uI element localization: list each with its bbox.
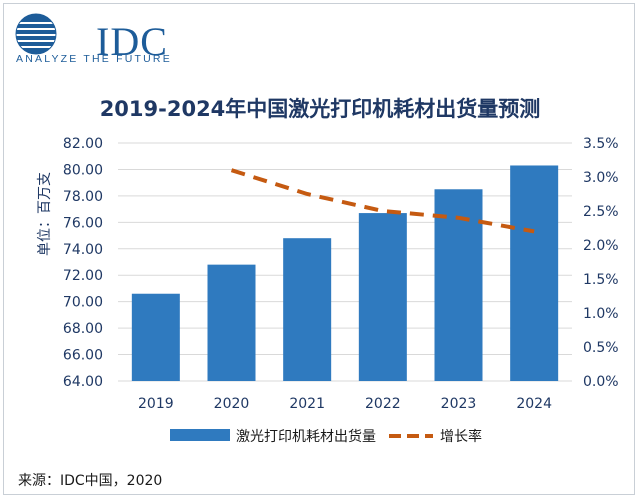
logo-text: IDC <box>96 19 168 64</box>
chart-title: 2019-2024年中国激光打印机耗材出货量预测 <box>99 97 541 121</box>
legend: 激光打印机耗材出货量 增长率 <box>0 426 640 446</box>
y-tick-label: 74.00 <box>63 242 103 258</box>
logo-tagline: ANALYZE THE FUTURE <box>16 53 172 65</box>
bar-2019 <box>131 293 180 381</box>
y-tick-label: 64.00 <box>63 374 103 390</box>
legend-bar-label: 激光打印机耗材出货量 <box>236 429 376 445</box>
bar-2022 <box>358 213 407 381</box>
bar-2020 <box>207 264 256 381</box>
y-tick-label: 82.00 <box>63 136 103 152</box>
x-tick-label: 2024 <box>516 396 552 412</box>
x-tick-label: 2020 <box>214 396 250 412</box>
y2-tick-label: 1.5% <box>583 272 619 288</box>
y-tick-label: 76.00 <box>63 215 103 231</box>
x-tick-label: 2019 <box>138 396 174 412</box>
growth-rate-line <box>230 168 535 234</box>
y-tick-label: 68.00 <box>63 321 103 337</box>
y2-tick-label: 0.5% <box>583 340 619 356</box>
legend-bar-swatch <box>170 429 230 441</box>
x-tick-label: 2021 <box>289 396 325 412</box>
y2-tick-label: 1.0% <box>583 306 619 322</box>
legend-line-swatch <box>389 434 433 438</box>
bar-2024 <box>510 165 559 381</box>
chart-frame <box>3 3 635 495</box>
y-tick-label: 70.00 <box>63 295 103 311</box>
idc-logo: IDC <box>14 12 174 68</box>
y2-tick-label: 2.0% <box>583 238 619 254</box>
legend-line-label: 增长率 <box>440 429 482 445</box>
bar-2021 <box>283 238 332 381</box>
source-note: 来源：IDC中国，2020 <box>18 473 163 489</box>
y-tick-label: 72.00 <box>63 268 103 284</box>
x-tick-label: 2022 <box>365 396 401 412</box>
globe-icon <box>15 13 57 55</box>
x-tick-label: 2023 <box>441 396 477 412</box>
y2-tick-label: 0.0% <box>583 374 619 390</box>
y-tick-label: 80.00 <box>63 162 103 178</box>
y-tick-label: 66.00 <box>63 348 103 364</box>
y-axis-label: 单位：百万支 <box>37 172 53 256</box>
y2-tick-label: 3.0% <box>583 170 619 186</box>
y2-tick-label: 2.5% <box>583 204 619 220</box>
y2-tick-label: 3.5% <box>583 136 619 152</box>
bar-2023 <box>434 189 483 381</box>
y-tick-label: 78.00 <box>63 189 103 205</box>
